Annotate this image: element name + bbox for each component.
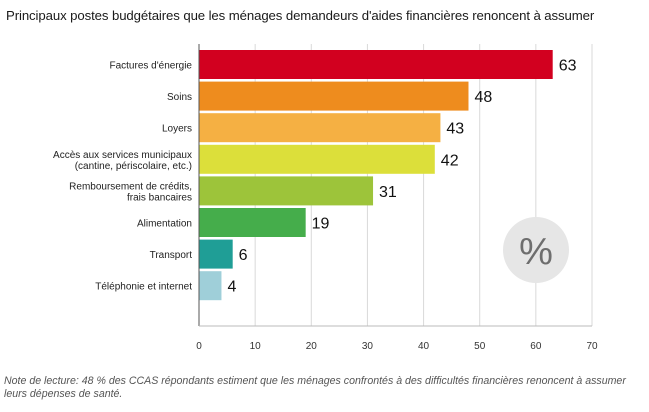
bar-value-label: 19 [312,216,330,233]
bar [199,50,553,79]
category-label: Remboursement de crédits, frais bancaires [69,181,192,203]
category-label: Alimentation [137,219,192,230]
category-label: Factures d'énergie [109,61,192,72]
category-label: Transport [150,250,193,261]
bar [199,113,441,143]
bar [199,208,306,237]
x-tick-label: 50 [474,341,486,352]
bar-value-label: 48 [474,89,492,106]
bar-value-label: 4 [227,279,236,296]
bar [199,176,374,206]
bar-value-label: 31 [379,184,397,201]
percent-badge-circle [503,217,569,283]
bar-value-label: 6 [239,247,248,264]
percent-badge-label: % [519,231,553,273]
x-tick-label: 30 [362,341,374,352]
reading-note: Note de lecture: 48 % des CCAS répondant… [4,375,626,400]
category-label: Accès aux services municipaux (cantine, p… [53,150,192,172]
bar [199,81,469,111]
bar-value-label: 63 [559,58,577,75]
x-tick-label: 0 [196,341,202,352]
bar-value-label: 43 [446,121,464,138]
bar [199,144,435,174]
category-label: Soins [167,92,192,103]
category-label: Téléphonie et internet [95,282,192,293]
x-tick-label: 20 [306,341,318,352]
x-tick-label: 10 [250,341,262,352]
bar [199,239,233,269]
category-label: Loyers [162,124,192,135]
chart-title: Principaux postes budgétaires que les mé… [6,8,595,23]
bar-value-label: 42 [441,152,459,169]
x-tick-label: 60 [530,341,542,352]
x-tick-label: 40 [418,341,430,352]
x-tick-label: 70 [586,341,598,352]
bar [199,271,222,301]
